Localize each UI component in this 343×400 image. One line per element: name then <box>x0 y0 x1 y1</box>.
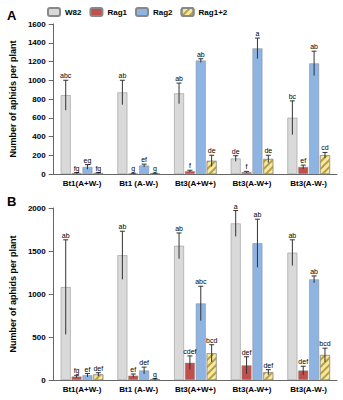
svg-text:ab: ab <box>288 232 296 239</box>
svg-text:Rag2: Rag2 <box>153 8 173 17</box>
svg-text:abc: abc <box>195 278 207 285</box>
svg-text:Bt3(A-W-): Bt3(A-W-) <box>290 385 327 394</box>
svg-text:1000: 1000 <box>28 290 46 299</box>
svg-text:500: 500 <box>32 333 46 342</box>
svg-text:ab: ab <box>62 232 70 239</box>
svg-text:Bt1 (A-W-): Bt1 (A-W-) <box>119 179 158 188</box>
svg-text:def: def <box>93 365 103 372</box>
svg-text:de: de <box>264 147 272 154</box>
svg-text:0: 0 <box>41 376 46 385</box>
svg-text:ef: ef <box>141 156 147 163</box>
svg-text:bcd: bcd <box>206 337 217 344</box>
svg-text:1200: 1200 <box>28 57 46 66</box>
svg-text:Bt3(A+W+): Bt3(A+W+) <box>175 179 216 188</box>
svg-text:bcd: bcd <box>319 340 330 347</box>
svg-text:Number of aphids per plant: Number of aphids per plant <box>8 40 18 157</box>
svg-text:cdef: cdef <box>183 348 196 355</box>
svg-text:cd: cd <box>321 144 329 151</box>
svg-text:eg: eg <box>84 157 92 165</box>
svg-text:abc: abc <box>60 72 72 79</box>
svg-text:ef: ef <box>300 157 306 164</box>
svg-text:a: a <box>255 30 259 37</box>
svg-text:Bt3(A-W+): Bt3(A-W+) <box>233 385 272 394</box>
svg-text:de: de <box>232 148 240 155</box>
svg-text:Bt1 (A-W-): Bt1 (A-W-) <box>119 385 158 394</box>
svg-text:def: def <box>139 359 149 366</box>
svg-text:Bt3(A-W+): Bt3(A-W+) <box>233 179 272 188</box>
svg-text:ab: ab <box>310 43 318 50</box>
svg-text:B: B <box>7 194 16 209</box>
svg-text:def: def <box>263 362 273 369</box>
svg-text:g: g <box>153 165 157 173</box>
svg-text:Bt3(A-W-): Bt3(A-W-) <box>290 179 327 188</box>
svg-text:ef: ef <box>85 366 91 373</box>
svg-text:Rag1+2: Rag1+2 <box>199 8 228 17</box>
svg-text:def: def <box>242 349 252 356</box>
svg-text:1600: 1600 <box>28 20 46 29</box>
svg-text:1500: 1500 <box>28 247 46 256</box>
svg-text:Bt1(A+W-): Bt1(A+W-) <box>63 385 102 394</box>
svg-text:ab: ab <box>175 75 183 82</box>
svg-text:fg: fg <box>74 367 80 375</box>
svg-text:de: de <box>208 147 216 154</box>
svg-text:ab: ab <box>175 225 183 232</box>
svg-text:0: 0 <box>41 170 46 179</box>
svg-text:ab: ab <box>118 72 126 79</box>
svg-text:Rag1: Rag1 <box>107 8 127 17</box>
svg-text:fg: fg <box>74 165 80 173</box>
svg-text:Bt3(A+W+): Bt3(A+W+) <box>175 385 216 394</box>
svg-text:200: 200 <box>32 151 46 160</box>
svg-text:A: A <box>7 8 17 23</box>
svg-text:ef: ef <box>130 366 136 373</box>
svg-text:ab: ab <box>310 268 318 275</box>
svg-text:g: g <box>153 371 157 379</box>
svg-text:ab: ab <box>254 211 262 218</box>
svg-text:600: 600 <box>32 113 46 122</box>
svg-text:f: f <box>189 162 191 169</box>
svg-text:bc: bc <box>289 93 297 100</box>
svg-text:Bt1(A+W-): Bt1(A+W-) <box>63 179 102 188</box>
svg-text:W82: W82 <box>65 8 82 17</box>
svg-text:Number of aphids per plant: Number of aphids per plant <box>8 235 18 352</box>
svg-text:g: g <box>131 165 135 173</box>
svg-text:ab: ab <box>118 223 126 230</box>
svg-text:ab: ab <box>197 51 205 58</box>
svg-text:1400: 1400 <box>28 38 46 47</box>
svg-text:400: 400 <box>32 132 46 141</box>
svg-text:f: f <box>246 163 248 170</box>
svg-text:1000: 1000 <box>28 76 46 85</box>
svg-text:def: def <box>298 358 308 365</box>
svg-text:800: 800 <box>32 95 46 104</box>
svg-text:2000: 2000 <box>28 204 46 213</box>
svg-text:fg: fg <box>95 165 101 173</box>
svg-text:a: a <box>234 203 238 210</box>
